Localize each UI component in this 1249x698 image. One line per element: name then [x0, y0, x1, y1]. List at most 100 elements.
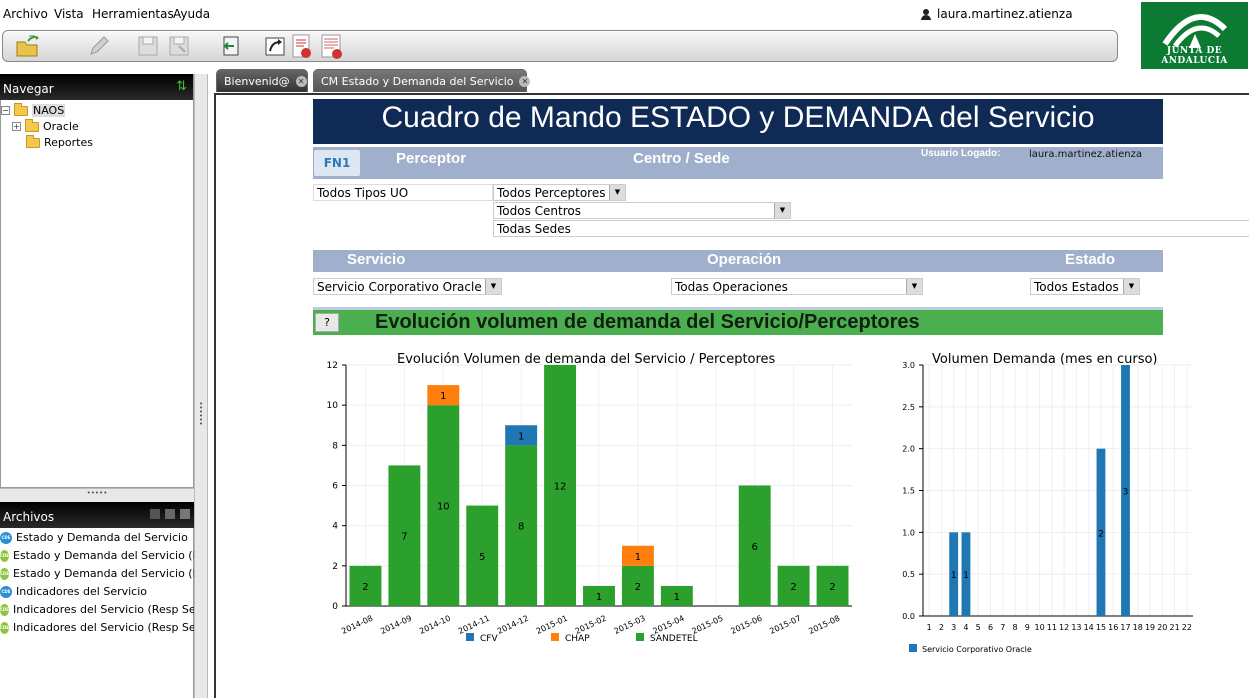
x-tick-label: 18	[1133, 623, 1143, 632]
file-item[interactable]: CDE Estado y Demanda del Servicio (Re	[0, 549, 194, 562]
bar-sandetel	[621, 565, 654, 606]
list-view-icon[interactable]	[180, 509, 190, 519]
y-tick-label: 6	[332, 482, 338, 492]
grip-icon: • • • • • •	[199, 400, 204, 428]
tree-item-oracle[interactable]: + Oracle	[12, 118, 79, 133]
file-item-label: Estado y Demanda del Servicio (Re	[13, 567, 194, 580]
menu-bar: Archivo Vista Herramientas Ayuda laura.m…	[0, 0, 1249, 28]
bar-servicio-oracle	[1121, 365, 1130, 616]
x-tick-label: 2015-01	[535, 614, 569, 636]
chevron-down-icon[interactable]: ▼	[906, 279, 922, 294]
centros-select[interactable]: Todos Centros ▼	[493, 202, 791, 219]
file-item[interactable]: CDE Indicadores del Servicio (Resp Ser	[0, 603, 194, 616]
menu-vista[interactable]: Vista	[54, 7, 84, 21]
x-tick-label: 2015-03	[613, 614, 647, 636]
tipos-uo-field[interactable]: Todos Tipos UO	[313, 184, 493, 201]
y-tick-label: 2.5	[902, 403, 915, 412]
file-item-label: Estado y Demanda del Servicio (Re	[13, 549, 194, 562]
y-tick-label: 2.0	[902, 445, 915, 454]
expand-icon[interactable]: +	[12, 122, 21, 131]
fn1-button[interactable]: FN1	[314, 150, 360, 176]
files-panel-header: Archivos	[0, 502, 194, 528]
file-item-label: Indicadores del Servicio	[16, 585, 148, 598]
exit-icon[interactable]	[219, 34, 243, 58]
operacion-select[interactable]: Todas Operaciones ▼	[671, 278, 923, 295]
bar-chap	[427, 385, 460, 406]
bar-value-label: 2	[362, 582, 368, 593]
tab-label: CM Estado y Demanda del Servicio	[321, 75, 514, 88]
estado-select[interactable]: Todos Estados ▼	[1030, 278, 1140, 295]
tree-item-label: NAOS	[32, 104, 66, 117]
legend-swatch	[466, 633, 474, 641]
share-icon[interactable]	[264, 34, 288, 58]
tree-item-reportes[interactable]: Reportes	[26, 134, 93, 149]
dashboard-title: Cuadro de Mando ESTADO y DEMANDA del Ser…	[313, 99, 1163, 144]
horizontal-splitter[interactable]: •••••	[0, 488, 194, 502]
x-tick-label: 20	[1157, 623, 1167, 632]
perceptores-select[interactable]: Todos Perceptores ▼	[493, 184, 626, 201]
bar-value-label: 2	[635, 582, 641, 593]
x-tick-label: 22	[1182, 623, 1192, 632]
file-item[interactable]: CDE Estado y Demanda del Servicio	[0, 531, 194, 544]
bar-sandetel	[583, 585, 615, 606]
folder-view-icon[interactable]	[150, 509, 160, 519]
schedule-report-icon[interactable]	[319, 34, 343, 59]
tree-item-naos[interactable]: − NAOS	[1, 102, 66, 117]
grid-view-icon[interactable]	[165, 509, 175, 519]
bar-value-label: 1	[596, 592, 602, 603]
save-icon[interactable]	[136, 34, 160, 58]
x-tick-label: 5	[976, 623, 981, 632]
close-icon[interactable]: ✕	[519, 76, 531, 87]
file-item[interactable]: CDE Indicadores del Servicio	[0, 585, 194, 598]
x-tick-label: 2015-05	[691, 614, 725, 636]
refresh-icon[interactable]: ⇅	[176, 79, 187, 94]
x-tick-label: 2015-07	[768, 614, 802, 636]
x-tick-label: 2015-02	[574, 614, 608, 636]
y-tick-label: 0.5	[902, 570, 915, 579]
x-tick-label: 2015-06	[729, 614, 763, 636]
close-icon[interactable]: ✕	[295, 76, 307, 87]
bar-value-label: 2	[790, 582, 796, 593]
bar-servicio-oracle	[961, 532, 971, 616]
cde-file-icon: CDE	[0, 603, 9, 616]
chevron-down-icon[interactable]: ▼	[609, 185, 625, 200]
bar-value-label: 2	[1098, 529, 1104, 539]
x-tick-label: 2014-11	[457, 614, 491, 636]
file-item[interactable]: CDE Indicadores del Servicio (Resp Ser	[0, 621, 194, 634]
tab-bienvenido[interactable]: Bienvenid@ ✕	[216, 69, 308, 92]
servicio-value: Servicio Corporativo Oracle	[317, 280, 482, 294]
operacion-value: Todas Operaciones	[675, 280, 788, 294]
report-icon[interactable]	[290, 34, 314, 58]
servicio-select[interactable]: Servicio Corporativo Oracle ▼	[313, 278, 502, 295]
x-tick-label: 2014-09	[379, 614, 413, 636]
menu-ayuda[interactable]: Ayuda	[173, 7, 211, 21]
bar-sandetel	[738, 485, 771, 606]
tab-cm-estado[interactable]: CM Estado y Demanda del Servicio ✕	[313, 69, 531, 92]
sedes-select[interactable]: Todas Sedes	[493, 220, 1249, 237]
legend-swatch	[551, 633, 559, 641]
menu-archivo[interactable]: Archivo	[3, 7, 48, 21]
chevron-down-icon[interactable]: ▼	[485, 279, 501, 294]
help-button[interactable]: ?	[315, 313, 339, 332]
y-tick-label: 3.0	[902, 361, 915, 370]
chevron-down-icon[interactable]: ▼	[1123, 279, 1139, 294]
bar-value-label: 1	[674, 592, 680, 603]
vertical-splitter[interactable]: • • • • • •	[194, 74, 208, 698]
section-header: ? Evolución volumen de demanda del Servi…	[313, 307, 1163, 335]
bar-value-label: 7	[401, 532, 407, 543]
edit-pencil-icon[interactable]	[87, 34, 111, 58]
save-as-icon[interactable]	[167, 34, 191, 58]
x-tick-label: 2015-08	[807, 614, 841, 636]
junta-andalucia-logo: JUNTA DE ANDALUCIA	[1141, 2, 1248, 69]
user-name: laura.martinez.atienza	[937, 7, 1073, 21]
open-folder-icon[interactable]	[15, 34, 39, 58]
legend-swatch	[636, 633, 644, 641]
menu-herramientas[interactable]: Herramientas	[92, 7, 174, 21]
x-tick-label: 2014-10	[418, 614, 452, 636]
collapse-icon[interactable]: −	[1, 106, 10, 115]
y-tick-label: 8	[332, 441, 338, 451]
file-item[interactable]: CDE Estado y Demanda del Servicio (Re	[0, 567, 194, 580]
chevron-down-icon[interactable]: ▼	[774, 203, 790, 218]
bar-value-label: 10	[437, 502, 450, 513]
